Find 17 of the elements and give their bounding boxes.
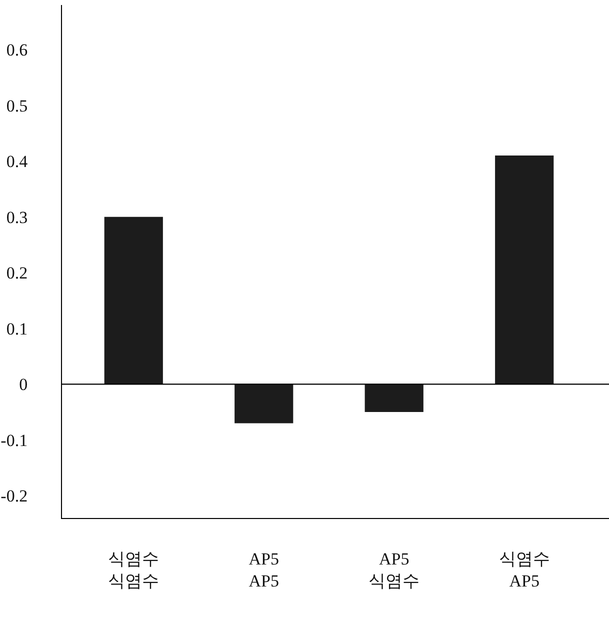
y-tick-label: 0.4	[6, 152, 28, 172]
y-tick-label: 0.1	[6, 319, 28, 338]
y-tick-label: 0	[19, 375, 28, 394]
x-tick-label: 식염수 식염수	[108, 549, 160, 590]
y-tick-label: 0.3	[6, 208, 28, 227]
y-tick-label: -0.2	[0, 486, 28, 506]
x-tick-label: AP5 식염수	[368, 549, 420, 590]
x-tick-label: AP5 AP5	[248, 549, 279, 590]
bar	[364, 384, 424, 412]
bar	[234, 384, 294, 424]
bar	[104, 216, 163, 384]
y-tick-label: 0.2	[6, 264, 28, 283]
y-tick-label: -0.1	[0, 430, 28, 450]
bar	[495, 156, 554, 384]
y-tick-label: 0.6	[6, 40, 28, 60]
y-tick-label: 0.5	[6, 96, 28, 116]
x-tick-label: 식염수 AP5	[498, 549, 550, 590]
